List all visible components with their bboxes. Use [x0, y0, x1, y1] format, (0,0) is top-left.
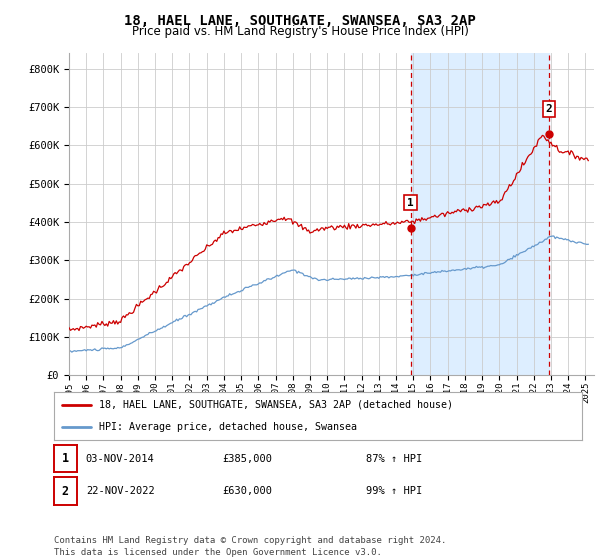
- Text: 18, HAEL LANE, SOUTHGATE, SWANSEA, SA3 2AP: 18, HAEL LANE, SOUTHGATE, SWANSEA, SA3 2…: [124, 14, 476, 28]
- Text: 2: 2: [62, 484, 69, 498]
- Text: 03-NOV-2014: 03-NOV-2014: [86, 454, 155, 464]
- Text: 1: 1: [62, 452, 69, 465]
- Text: Contains HM Land Registry data © Crown copyright and database right 2024.
This d: Contains HM Land Registry data © Crown c…: [54, 536, 446, 557]
- Text: 18, HAEL LANE, SOUTHGATE, SWANSEA, SA3 2AP (detached house): 18, HAEL LANE, SOUTHGATE, SWANSEA, SA3 2…: [99, 400, 453, 410]
- Text: 87% ↑ HPI: 87% ↑ HPI: [366, 454, 422, 464]
- Text: HPI: Average price, detached house, Swansea: HPI: Average price, detached house, Swan…: [99, 422, 357, 432]
- Text: 99% ↑ HPI: 99% ↑ HPI: [366, 486, 422, 496]
- Text: 22-NOV-2022: 22-NOV-2022: [86, 486, 155, 496]
- Text: 2: 2: [545, 104, 553, 114]
- Bar: [410, 53, 549, 375]
- Text: Price paid vs. HM Land Registry's House Price Index (HPI): Price paid vs. HM Land Registry's House …: [131, 25, 469, 38]
- Text: £385,000: £385,000: [222, 454, 272, 464]
- Text: £630,000: £630,000: [222, 486, 272, 496]
- Text: 1: 1: [407, 198, 414, 208]
